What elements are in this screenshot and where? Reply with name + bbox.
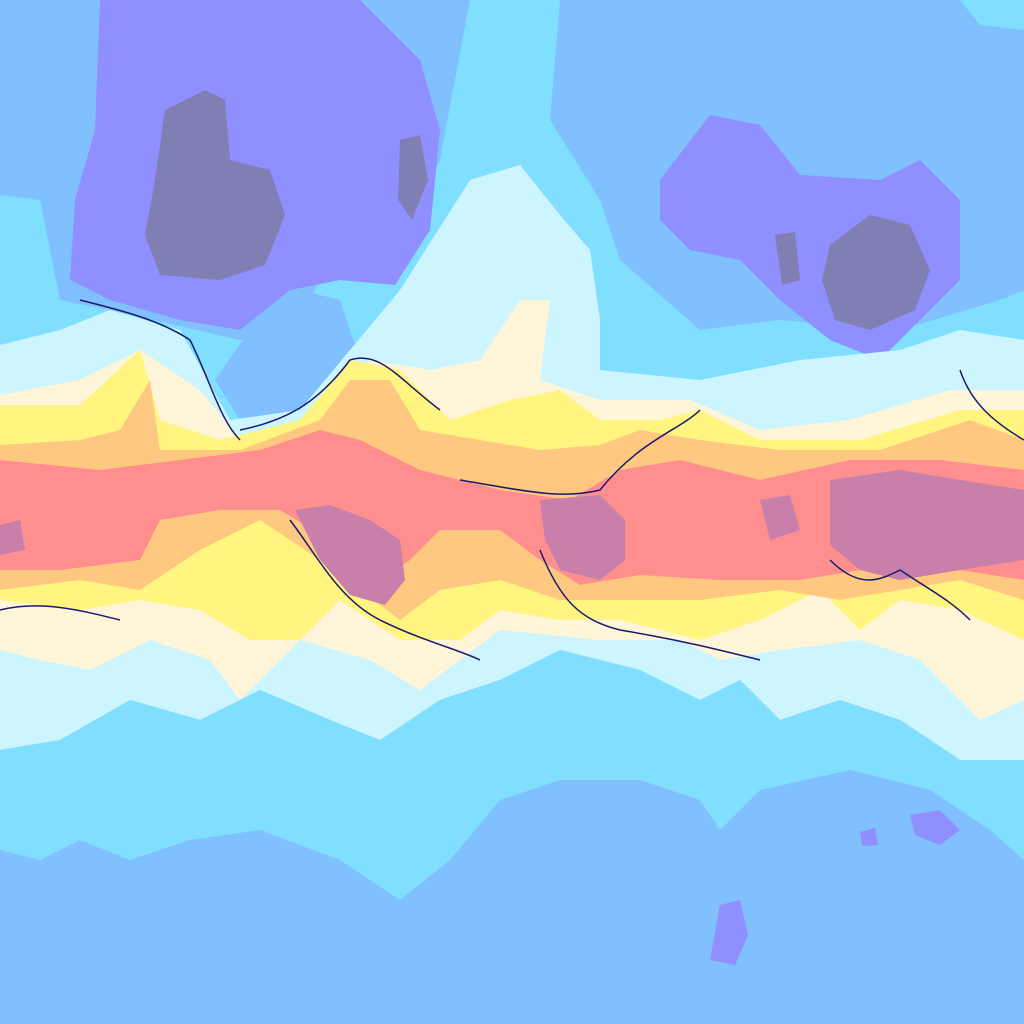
very-hot-band (0, 430, 1024, 585)
front-line (459, 409, 701, 495)
front-line (239, 357, 441, 431)
north-cold-region-west (70, 0, 440, 330)
north-very-cold-east (822, 215, 930, 330)
extreme-patch-5 (760, 495, 800, 540)
north-mild-cool-patch (960, 0, 1024, 30)
extreme-patch-4 (0, 520, 25, 555)
south-mild-cool-region (0, 650, 1024, 900)
extreme-patch-2 (540, 495, 625, 580)
north-very-cold-sliver (398, 135, 428, 220)
front-line (539, 549, 761, 661)
front-lines (0, 299, 1024, 661)
front-line (959, 369, 1024, 441)
north-very-cold-east-sliver (775, 232, 800, 285)
extreme-patch-1 (295, 505, 405, 605)
front-line (79, 299, 241, 441)
south-cold-patch-2 (910, 810, 960, 845)
north-very-cold-west (145, 90, 285, 280)
extreme-patch-3 (830, 470, 1024, 580)
front-line (0, 605, 121, 621)
south-cold-patch-3 (860, 828, 878, 846)
front-line (829, 559, 971, 621)
south-cold-patch-1 (710, 900, 748, 965)
front-line (289, 519, 481, 661)
